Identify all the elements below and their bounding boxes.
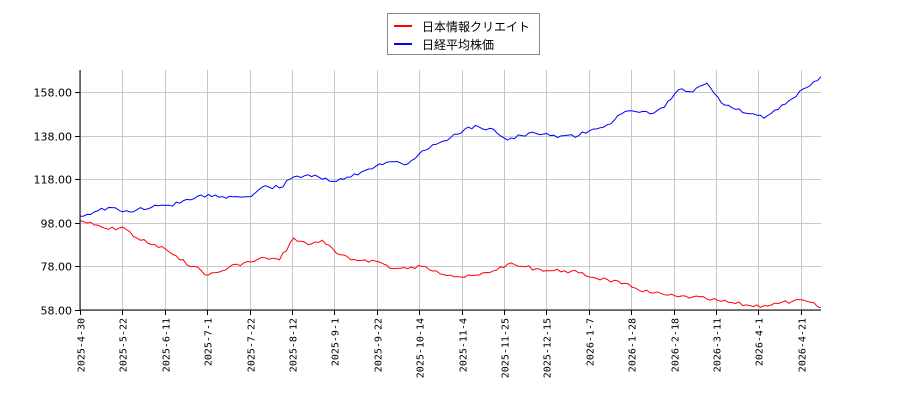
y-tick-label: 138.00 bbox=[34, 131, 73, 144]
y-tick-label: 58.00 bbox=[41, 305, 73, 318]
y-tick-label: 158.00 bbox=[34, 87, 73, 100]
series-line bbox=[79, 220, 822, 309]
x-tick-label: 2026-2-18 bbox=[671, 318, 682, 372]
legend-swatch-red bbox=[394, 25, 412, 27]
x-tick-label: 2025-7-22 bbox=[247, 318, 258, 372]
legend-label: 日経平均株価 bbox=[422, 37, 495, 52]
x-axis: 2025-4-30 2025-5-22 2025-6-11 2025-7-1 2025-… bbox=[77, 310, 809, 378]
x-tick-label: 2025-9-22 bbox=[374, 318, 385, 372]
legend-label: 日本情報クリエイト bbox=[422, 19, 531, 34]
legend: 日本情報クリエイト 日経平均株価 bbox=[387, 13, 540, 55]
x-tick-label: 2025-10-14 bbox=[416, 318, 427, 378]
x-tick-label: 2026-3-11 bbox=[713, 318, 724, 372]
y-tick-label: 118.00 bbox=[34, 174, 73, 187]
y-axis: 58.00 78.00 98.00 118.00 138.00 158.00 bbox=[34, 87, 80, 318]
x-tick-label: 2025-12-15 bbox=[543, 318, 554, 378]
x-tick-label: 2026-4-21 bbox=[798, 318, 809, 372]
legend-item-nikkei: 日経平均株価 bbox=[394, 36, 494, 52]
x-tick-label: 2025-7-1 bbox=[204, 318, 215, 366]
data-series bbox=[79, 76, 822, 309]
y-tick-label: 78.00 bbox=[41, 261, 73, 274]
x-tick-label: 2025-11-4 bbox=[459, 318, 470, 372]
x-tick-label: 2026-4-1 bbox=[755, 318, 766, 366]
x-tick-label: 2025-6-11 bbox=[162, 318, 173, 372]
y-tick-label: 98.00 bbox=[41, 218, 73, 231]
x-tick-label: 2025-5-22 bbox=[119, 318, 130, 372]
legend-swatch-blue bbox=[394, 43, 412, 45]
series-line bbox=[79, 76, 822, 217]
legend-item-jic: 日本情報クリエイト bbox=[394, 18, 530, 34]
x-tick-label: 2025-9-1 bbox=[331, 318, 342, 366]
x-tick-label: 2025-4-30 bbox=[77, 318, 88, 372]
x-tick-label: 2025-8-12 bbox=[289, 318, 300, 372]
x-tick-label: 2026-1-28 bbox=[628, 318, 639, 372]
x-tick-label: 2025-11-25 bbox=[501, 318, 512, 378]
x-tick-label: 2026-1-7 bbox=[586, 318, 597, 366]
grid-lines bbox=[80, 70, 821, 311]
